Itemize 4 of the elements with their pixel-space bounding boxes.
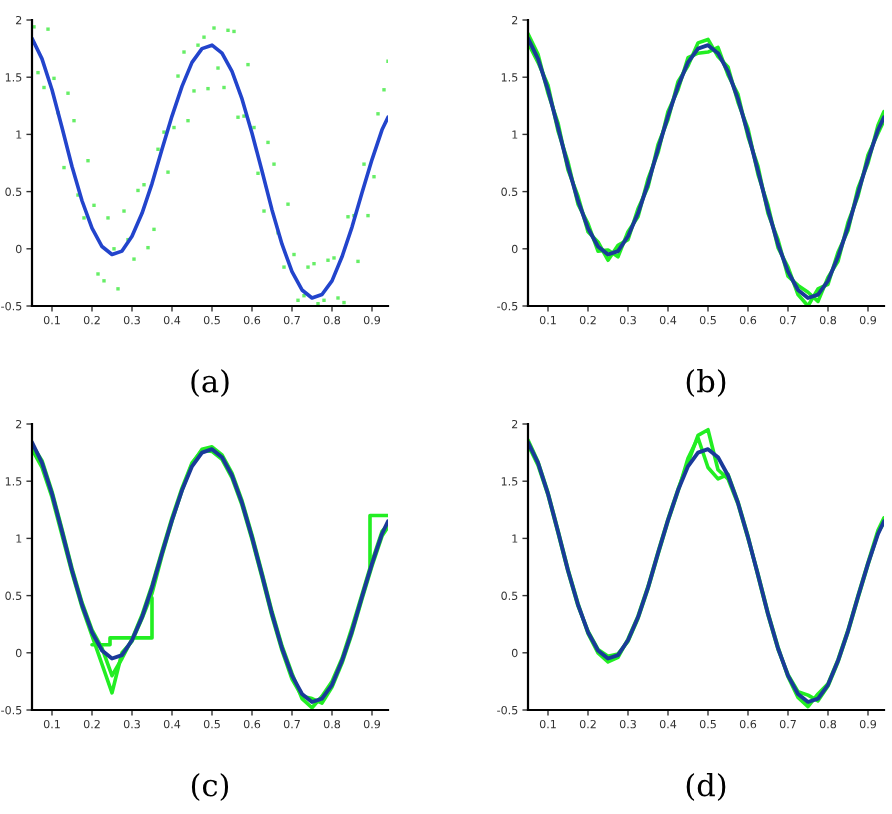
text: (b) [686,368,726,397]
text: (d) [686,772,726,801]
text: (c) [191,772,229,801]
text: (a) [191,368,229,397]
